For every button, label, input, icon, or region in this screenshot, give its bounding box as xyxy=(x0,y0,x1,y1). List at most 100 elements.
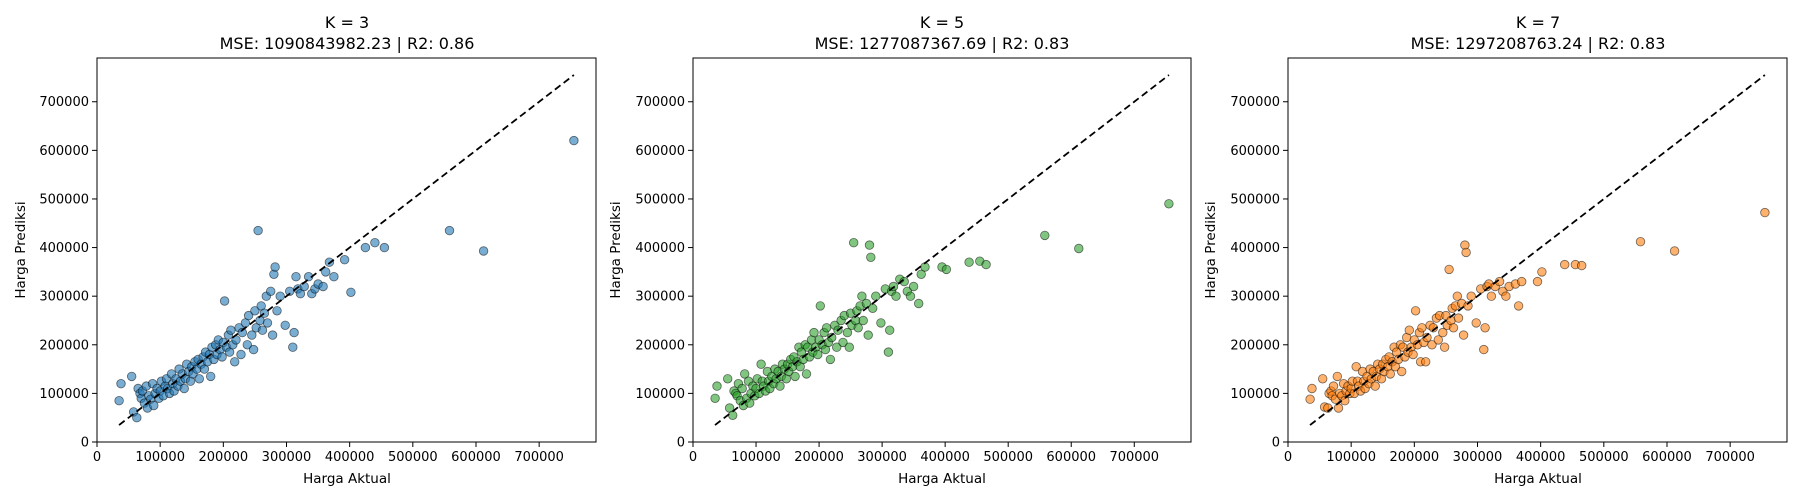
subplot-k3-point xyxy=(318,281,328,292)
subplot-k7-xtick-label: 0 xyxy=(1284,450,1292,465)
subplot-k7-point xyxy=(1370,381,1380,391)
subplot-k5-point xyxy=(710,393,720,404)
subplot-k3-xtick-label: 200000 xyxy=(199,450,249,465)
subplot-k3-xtick-label: 400000 xyxy=(325,450,375,465)
subplot-k3-ytick-label: 500000 xyxy=(39,192,89,207)
subplot-k5-point xyxy=(827,332,837,343)
subplot-k5-point xyxy=(876,318,886,328)
subplot-k7-point xyxy=(1480,323,1490,333)
subplot-k5-xtick-label: 400000 xyxy=(920,450,970,465)
subplot-k5-xtick-label: 700000 xyxy=(1109,450,1159,465)
subplot-k7-point xyxy=(1576,260,1587,271)
subplot-k3-point xyxy=(219,296,230,306)
subplot-k7-ytick-label: 400000 xyxy=(1230,241,1280,256)
subplot-k3: K = 3 MSE: 1090843982.23 | R2: 0.86 0 100… xyxy=(13,13,597,487)
subplot-k3-point xyxy=(266,286,276,297)
subplot-k3-point xyxy=(379,242,390,253)
subplot-k7-ytick-label: 100000 xyxy=(1230,387,1280,402)
subplot-k5-xlabel: Harga Aktual xyxy=(898,471,986,487)
subplot-k7-point xyxy=(1458,330,1469,340)
subplot-k7-point xyxy=(1461,247,1471,258)
subplot-k5-point xyxy=(914,298,924,309)
subplot-k7-point xyxy=(1396,366,1407,377)
subplot-k7-ytick-label: 600000 xyxy=(1230,144,1280,159)
subplot-k5-points xyxy=(710,199,1174,421)
subplot-k3-point xyxy=(321,267,331,277)
subplot-k3-point xyxy=(478,246,489,256)
subplot-k7-point xyxy=(1417,323,1427,333)
subplot-k7-point xyxy=(1463,301,1473,311)
subplot-k3-point xyxy=(194,374,205,384)
subplot-k5-ytick-label: 600000 xyxy=(635,144,685,159)
subplot-k7-point xyxy=(1438,327,1448,338)
subplot-k7-point xyxy=(1486,291,1497,301)
subplot-k5-ytick-label: 500000 xyxy=(635,192,685,207)
subplot-k5-point xyxy=(801,369,812,379)
subplot-k5-point xyxy=(964,257,974,267)
subplot-k3-point xyxy=(288,342,298,352)
subplot-k5-ytick-label: 700000 xyxy=(635,95,685,110)
subplot-k7-point xyxy=(1422,332,1432,343)
subplot-k7-xtick-label: 200000 xyxy=(1390,450,1440,465)
subplot-k7-axes-frame xyxy=(1287,57,1788,443)
subplot-k3-point xyxy=(226,325,236,335)
subplot-k5-point xyxy=(857,291,867,301)
subplot-k7-point xyxy=(1351,362,1361,372)
subplot-k3-point xyxy=(126,371,137,382)
subplot-k7-points xyxy=(1305,207,1770,413)
subplot-k3-point xyxy=(370,237,380,248)
subplot-k3-ytick-label: 0 xyxy=(81,436,89,451)
subplot-k5-point xyxy=(891,291,901,301)
subplot-k3-point xyxy=(114,396,124,406)
subplot-k7-xtick-label: 400000 xyxy=(1516,450,1566,465)
subplot-k7-point xyxy=(1559,259,1570,270)
subplot-k3-point xyxy=(295,289,306,299)
subplot-k3-xtick-label: 700000 xyxy=(514,450,564,465)
subplot-k5-xtick-label: 200000 xyxy=(794,450,844,465)
subplot-k3-xtick-label: 300000 xyxy=(262,450,312,465)
subplot-k5-ytick-label: 200000 xyxy=(635,338,685,353)
subplot-k7-point xyxy=(1385,369,1396,379)
subplot-k7-point xyxy=(1635,236,1646,247)
subplot-k3-subtitle: MSE: 1090843982.23 | R2: 0.86 xyxy=(220,34,475,53)
subplot-k3-xtick-label: 600000 xyxy=(451,450,501,465)
subplot-k7-point xyxy=(1439,342,1450,352)
subplot-k5-point xyxy=(838,337,848,348)
subplot-k7-point xyxy=(1516,276,1527,287)
subplot-k7-point xyxy=(1333,403,1344,413)
subplot-k7-point xyxy=(1669,246,1680,256)
subplot-k5-point xyxy=(981,259,991,270)
subplot-k3-ytick-label: 700000 xyxy=(39,95,89,110)
subplot-k3-point xyxy=(253,225,263,236)
subplot-k7-point xyxy=(1408,349,1418,360)
subplot-k3-point xyxy=(291,272,301,282)
subplot-k5-axes-frame xyxy=(692,57,1192,443)
subplot-k7-point xyxy=(1501,291,1511,301)
subplot-k5-ytick-label: 300000 xyxy=(635,290,685,305)
subplot-k3-ytick-label: 300000 xyxy=(39,290,89,305)
subplot-k3-xtick-label: 100000 xyxy=(135,450,185,465)
subplot-k3-point xyxy=(569,135,579,146)
subplot-k5-point xyxy=(821,323,832,333)
subplot-k5-point xyxy=(885,325,895,335)
subplot-k7-point xyxy=(1513,301,1524,311)
subplot-k7-point xyxy=(1328,381,1339,391)
subplot-k3-point xyxy=(360,242,371,253)
subplot-k5-xtick-label: 0 xyxy=(689,450,697,465)
subplot-k5-reference-line xyxy=(714,74,1170,426)
subplot-k7-point xyxy=(1427,340,1437,350)
subplot-k7-point xyxy=(1537,267,1547,277)
subplot-k3-ytick-label: 600000 xyxy=(39,144,89,159)
subplot-k5-point xyxy=(905,291,916,301)
subplot-k5-point xyxy=(849,237,859,248)
subplot-k7-ytick-label: 200000 xyxy=(1230,338,1280,353)
subplot-k7-point xyxy=(1305,394,1315,404)
subplot-k7-ytick-label: 700000 xyxy=(1230,95,1280,110)
subplot-k5-subtitle: MSE: 1277087367.69 | R2: 0.83 xyxy=(815,34,1070,53)
subplot-k3-point xyxy=(132,413,142,423)
subplot-k5-point xyxy=(866,252,876,262)
subplot-k5-ytick-label: 100000 xyxy=(635,387,685,402)
subplot-k3-point xyxy=(280,320,290,331)
